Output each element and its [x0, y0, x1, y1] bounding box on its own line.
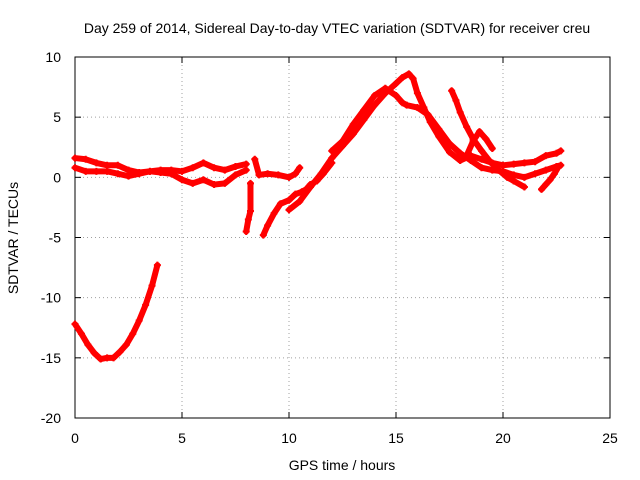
data-trace	[482, 135, 496, 152]
x-axis: 0 5 10 15 20 25	[71, 57, 618, 446]
y-tick-label: -10	[41, 290, 61, 306]
series-seg-early-b	[71, 164, 250, 189]
series-seg-rise-b	[328, 84, 565, 181]
data-point	[242, 166, 250, 174]
series-seg-17h	[448, 87, 528, 191]
data-trace	[510, 177, 528, 190]
series-seg-rise	[285, 70, 565, 214]
data-trace	[435, 133, 453, 156]
data-point	[555, 163, 563, 171]
y-axis-label: SDTVAR / TECUs	[5, 182, 21, 294]
data-trace	[339, 121, 357, 145]
x-tick-label: 0	[71, 430, 79, 446]
data-point	[153, 261, 161, 269]
data-trace	[318, 155, 335, 177]
x-tick-label: 20	[495, 430, 511, 446]
y-tick-label: 0	[53, 169, 61, 185]
series-seg-early-a	[71, 154, 250, 177]
data-point	[296, 164, 304, 172]
y-tick-label: 10	[45, 49, 61, 65]
x-axis-label: GPS time / hours	[289, 457, 396, 473]
data-trace	[142, 282, 156, 308]
series-seg-drop	[71, 261, 161, 363]
y-tick-label: 5	[53, 109, 61, 125]
series-seg-mid	[251, 155, 304, 181]
y-tick-label: -15	[41, 350, 61, 366]
data-point	[246, 179, 254, 187]
data-point	[242, 160, 250, 168]
x-tick-label: 15	[388, 430, 404, 446]
gridlines	[75, 57, 610, 418]
y-tick-label: -5	[49, 230, 62, 246]
chart-title: Day 259 of 2014, Sidereal Day-to-day VTE…	[84, 20, 590, 36]
x-tick-label: 25	[602, 430, 618, 446]
x-tick-label: 5	[178, 430, 186, 446]
y-axis: 10 5 0 -5 -10 -15 -20	[41, 49, 610, 426]
y-tick-label: -20	[41, 410, 61, 426]
data-point	[520, 183, 528, 191]
series-seg-18h	[463, 128, 496, 160]
data-point	[488, 144, 496, 152]
data-point	[557, 147, 565, 155]
data-marks	[71, 70, 565, 363]
x-tick-label: 10	[281, 430, 297, 446]
series-seg-8h	[242, 179, 254, 235]
series-seg-late	[538, 163, 563, 193]
